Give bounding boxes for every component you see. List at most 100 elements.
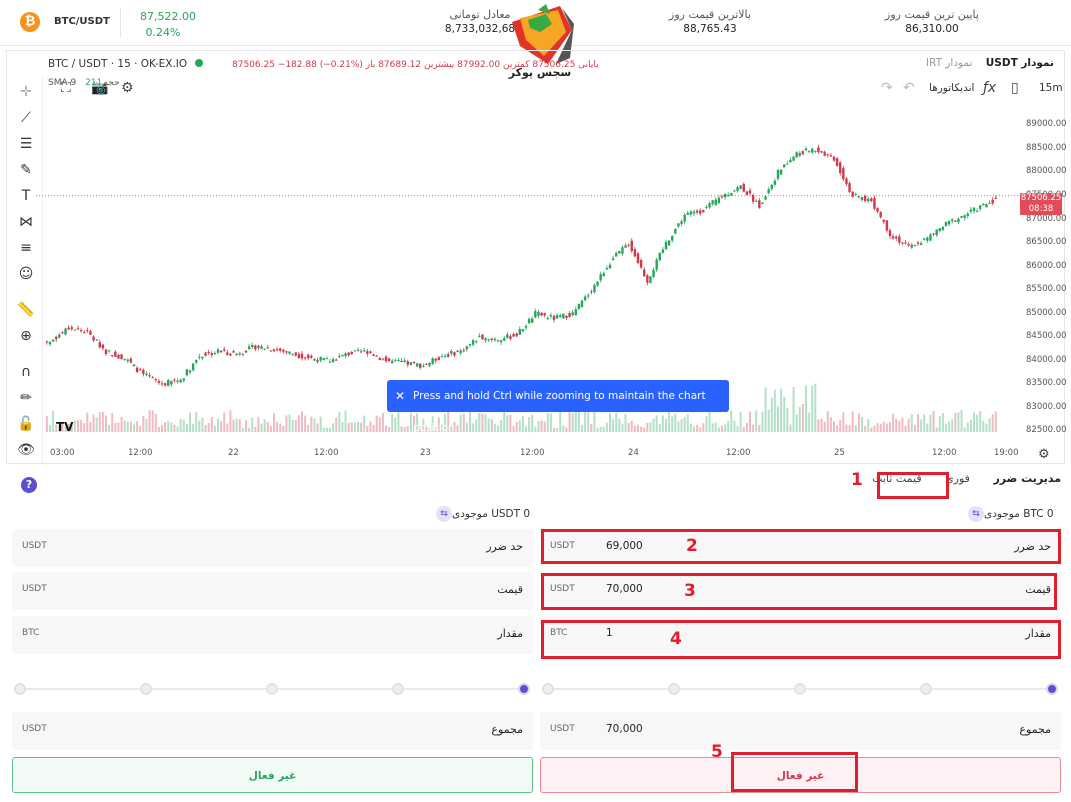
volume-bar: [425, 425, 428, 432]
price-chart[interactable]: [36, 116, 1018, 446]
volume-bar: [475, 419, 478, 432]
interval-selector[interactable]: 15m: [1039, 82, 1063, 94]
tab-irt-chart[interactable]: نمودار IRT: [925, 57, 973, 69]
magnet-icon[interactable]: ∩: [20, 364, 32, 380]
sell-amount-input[interactable]: 1: [606, 627, 613, 639]
volume-bar: [528, 417, 531, 432]
close-icon[interactable]: ✕: [395, 389, 406, 403]
fullscreen-icon[interactable]: ⛶: [61, 80, 71, 96]
zoom-in-icon[interactable]: ⊕: [20, 328, 32, 344]
volume-bar: [235, 418, 238, 432]
sell-price-input[interactable]: 70,000: [606, 583, 643, 595]
camera-icon[interactable]: 📷: [91, 80, 109, 96]
eye-icon[interactable]: 👁: [17, 442, 35, 458]
price-axis[interactable]: 89000.0088500.0088000.0087500.0087000.00…: [1018, 116, 1067, 446]
volume-bar: [157, 427, 160, 432]
emoji-icon[interactable]: ☺: [18, 266, 34, 282]
fib-icon[interactable]: ≡: [20, 240, 32, 256]
slider-step[interactable]: [14, 683, 26, 695]
buy-price-field[interactable]: USDT قیمت: [12, 572, 533, 610]
slider-step[interactable]: [392, 683, 404, 695]
candle-body: [807, 151, 811, 153]
zoom-toast: ✕ Press and hold Ctrl while zooming to m…: [387, 380, 729, 434]
candle-body: [926, 237, 929, 241]
volume-bar: [643, 427, 646, 432]
candle-body: [935, 229, 938, 236]
sell-percent-slider[interactable]: [542, 683, 1058, 695]
tab-stop-loss[interactable]: مدیریت ضرر: [993, 472, 1061, 485]
swap-icon[interactable]: ⇆: [436, 506, 452, 522]
candle-body: [241, 354, 245, 356]
buy-button[interactable]: غیر فعال: [12, 757, 533, 793]
symbol-label[interactable]: BTC / USDT · 15 · OK-EX.IO: [48, 58, 188, 70]
volume-bar: [285, 415, 288, 432]
buy-percent-slider[interactable]: [14, 683, 530, 695]
buy-total-field[interactable]: USDT مجموع: [12, 712, 533, 750]
toman-value: 8,733,032,68: [444, 23, 516, 35]
text-icon[interactable]: T: [21, 188, 31, 204]
volume-bar: [266, 421, 269, 432]
candle-body: [714, 199, 717, 206]
candle-type-icon[interactable]: ▯: [1011, 80, 1019, 96]
sell-price-field[interactable]: USDT 70,000 قیمت: [540, 572, 1061, 610]
slider-handle[interactable]: [518, 683, 530, 695]
pattern-icon[interactable]: ⋈: [19, 214, 33, 230]
y-tick-label: 83000.00: [1026, 401, 1067, 412]
slider-step[interactable]: [920, 683, 932, 695]
candle-body: [879, 211, 882, 218]
candle-body: [285, 351, 288, 353]
tab-limit[interactable]: قیمت ثابت: [872, 472, 922, 485]
chart-settings-icon[interactable]: ⚙: [1038, 447, 1050, 462]
sell-total-field[interactable]: USDT 70,000 مجموع: [540, 712, 1061, 750]
volume-bar: [705, 416, 708, 432]
function-icon[interactable]: ƒx: [983, 80, 997, 96]
volume-bar: [484, 414, 487, 432]
buy-amount-field[interactable]: BTC مقدار: [12, 616, 533, 654]
field-label: قیمت: [497, 583, 523, 596]
volume-bar: [873, 425, 876, 432]
sell-stop-field[interactable]: USDT 69,000 حد ضرر: [540, 529, 1061, 567]
slider-step[interactable]: [668, 683, 680, 695]
help-icon[interactable]: ?: [21, 477, 37, 493]
crosshair-icon[interactable]: ✛: [20, 84, 32, 100]
volume-bar: [640, 426, 643, 432]
volume-bar: [220, 421, 223, 432]
pair-name[interactable]: BTC/USDT: [54, 16, 110, 27]
lock-icon[interactable]: 🔓: [17, 416, 35, 432]
volume-bar: [375, 415, 378, 432]
candle-body: [481, 334, 484, 340]
trendline-icon[interactable]: ⟋: [21, 110, 31, 126]
sell-button[interactable]: غیر فعال: [540, 757, 1061, 793]
tradingview-icon[interactable]: TV: [56, 420, 74, 434]
candle-body: [783, 164, 786, 168]
ruler-icon[interactable]: 📏: [17, 302, 35, 318]
lock-drawing-icon[interactable]: ✏: [20, 390, 32, 406]
slider-step[interactable]: [794, 683, 806, 695]
redo-icon[interactable]: ↷: [881, 80, 893, 96]
candle-body: [204, 352, 207, 356]
undo-icon[interactable]: ↶: [903, 80, 915, 96]
candle-body: [179, 379, 182, 383]
sell-stop-input[interactable]: 69,000: [606, 540, 643, 552]
buy-stop-field[interactable]: USDT حد ضرر: [12, 529, 533, 567]
candle-body: [848, 183, 851, 193]
indicators-button[interactable]: اندیکاتورها: [929, 82, 975, 94]
slider-handle[interactable]: [1046, 683, 1058, 695]
candle-body: [307, 354, 310, 359]
candle-body: [76, 328, 80, 330]
candle-body: [636, 253, 640, 264]
time-axis[interactable]: 03:00 12:00 22 12:00 23 12:00 24 12:00 25 12:00 19…: [36, 446, 1020, 462]
tab-market[interactable]: فوری: [945, 472, 970, 485]
swap-icon[interactable]: ⇆: [968, 506, 984, 522]
toast-text: Press and hold Ctrl while zooming to mai…: [413, 390, 706, 434]
slider-step[interactable]: [140, 683, 152, 695]
volume-bar: [441, 424, 443, 432]
slider-step[interactable]: [542, 683, 554, 695]
candle-body: [587, 295, 590, 297]
horizontal-lines-icon[interactable]: ☰: [19, 136, 33, 152]
slider-step[interactable]: [266, 683, 278, 695]
brush-icon[interactable]: ✎: [20, 162, 32, 178]
volume-bar: [602, 426, 605, 432]
settings-gear-icon[interactable]: ⚙: [121, 80, 134, 96]
tab-usdt-chart[interactable]: نمودار USDT: [985, 57, 1054, 69]
